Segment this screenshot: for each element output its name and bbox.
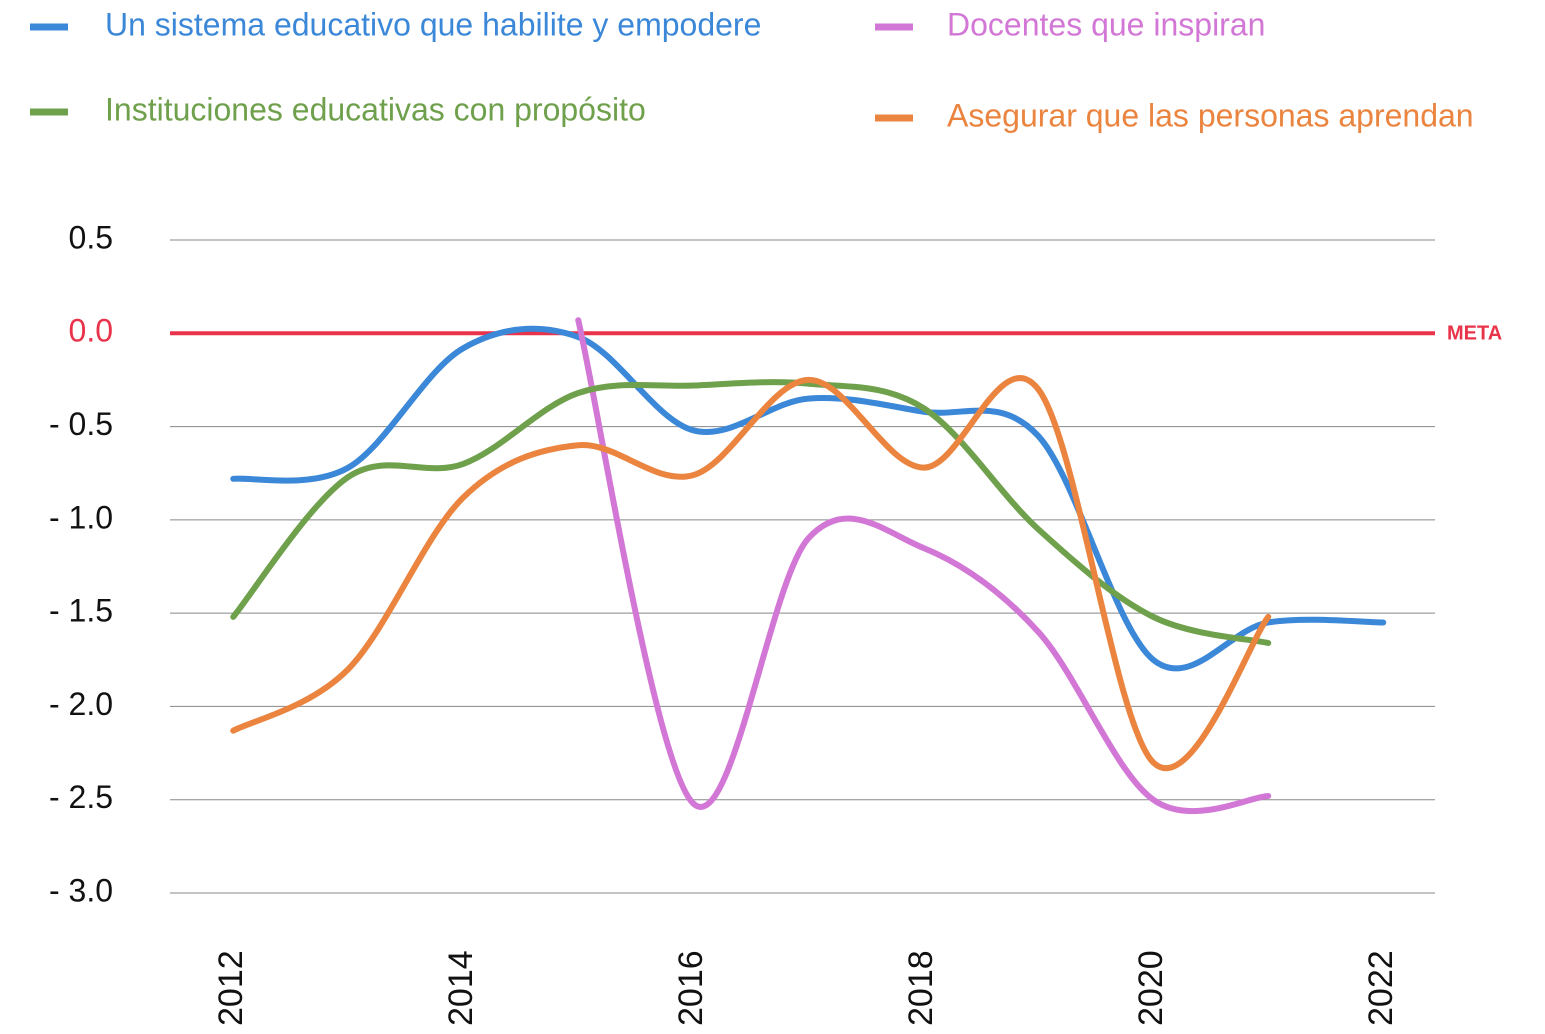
y-tick-label: - 2.0 <box>49 686 113 722</box>
series-line <box>575 317 1272 815</box>
y-tick-label: - 0.5 <box>49 406 113 442</box>
series-line <box>230 379 1272 646</box>
x-tick-label: 2014 <box>442 950 480 1026</box>
y-tick-label: - 2.5 <box>49 779 113 815</box>
x-tick-label: 2020 <box>1132 950 1170 1026</box>
legend-label: Asegurar que las personas aprendan <box>947 97 1474 133</box>
target-label: META <box>1447 323 1502 345</box>
x-tick-label: 2016 <box>672 950 710 1026</box>
x-tick-label: 2012 <box>212 950 250 1026</box>
legend-label: Un sistema educativo que habilite y empo… <box>105 6 761 42</box>
legend-label: Docentes que inspiran <box>947 6 1265 42</box>
y-tick-label: - 3.0 <box>49 872 113 908</box>
x-tick-label: 2022 <box>1362 950 1400 1026</box>
y-tick-label: - 1.0 <box>49 499 113 535</box>
x-tick-label: 2018 <box>902 950 940 1026</box>
series-line <box>230 375 1272 772</box>
y-tick-label: 0.5 <box>69 219 113 255</box>
series-line <box>230 325 1387 672</box>
y-tick-label: 0.0 <box>69 313 113 349</box>
legend-label: Instituciones educativas con propósito <box>105 91 646 127</box>
y-tick-label: - 1.5 <box>49 593 113 629</box>
